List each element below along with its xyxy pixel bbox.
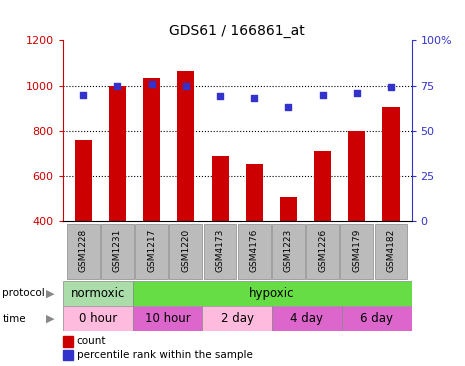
Text: 10 hour: 10 hour [145,312,190,325]
Text: GSM4182: GSM4182 [386,229,396,272]
Text: GSM1220: GSM1220 [181,229,190,272]
FancyBboxPatch shape [306,224,339,279]
Text: 0 hour: 0 hour [79,312,117,325]
Text: 6 day: 6 day [360,312,393,325]
Text: ▶: ▶ [46,314,54,324]
Text: 2 day: 2 day [221,312,253,325]
Bar [314,151,331,221]
Text: GSM4173: GSM4173 [216,229,225,272]
FancyBboxPatch shape [340,224,373,279]
Bar [348,131,365,221]
Text: time: time [2,314,26,324]
Text: GSM4176: GSM4176 [250,229,259,272]
Text: 4 day: 4 day [291,312,323,325]
Point [148,81,155,87]
Bar [109,86,126,221]
Text: hypoxic: hypoxic [249,287,295,300]
Text: percentile rank within the sample: percentile rank within the sample [77,350,252,360]
FancyBboxPatch shape [63,306,133,331]
Point [285,104,292,110]
Bar [143,78,160,221]
Bar [382,107,399,221]
FancyBboxPatch shape [135,224,168,279]
FancyBboxPatch shape [133,306,202,331]
FancyBboxPatch shape [133,281,412,306]
Bar [246,164,263,221]
FancyBboxPatch shape [101,224,134,279]
FancyBboxPatch shape [272,306,342,331]
FancyBboxPatch shape [272,224,305,279]
Bar [75,140,92,221]
FancyBboxPatch shape [67,224,100,279]
Text: GSM4179: GSM4179 [352,229,361,272]
FancyBboxPatch shape [238,224,271,279]
Text: GSM1223: GSM1223 [284,229,293,272]
FancyBboxPatch shape [204,224,237,279]
FancyBboxPatch shape [63,281,133,306]
Bar [177,71,194,221]
Text: normoxic: normoxic [71,287,125,300]
FancyBboxPatch shape [342,306,412,331]
Point [319,92,326,97]
Bar [212,156,229,221]
FancyBboxPatch shape [169,224,202,279]
Text: GSM1217: GSM1217 [147,229,156,272]
Bar [280,197,297,221]
Point [182,83,190,89]
Point [114,83,121,89]
Point [80,92,87,97]
FancyBboxPatch shape [375,224,407,279]
Text: ▶: ▶ [46,288,54,298]
Text: protocol: protocol [2,288,45,298]
Point [251,95,258,101]
Text: GSM1226: GSM1226 [318,229,327,272]
Point [353,90,360,96]
Title: GDS61 / 166861_at: GDS61 / 166861_at [169,24,305,38]
Text: GSM1228: GSM1228 [79,229,88,272]
FancyBboxPatch shape [202,306,272,331]
Text: count: count [77,336,106,347]
Text: GSM1231: GSM1231 [113,229,122,272]
Point [387,85,395,90]
Point [216,93,224,99]
